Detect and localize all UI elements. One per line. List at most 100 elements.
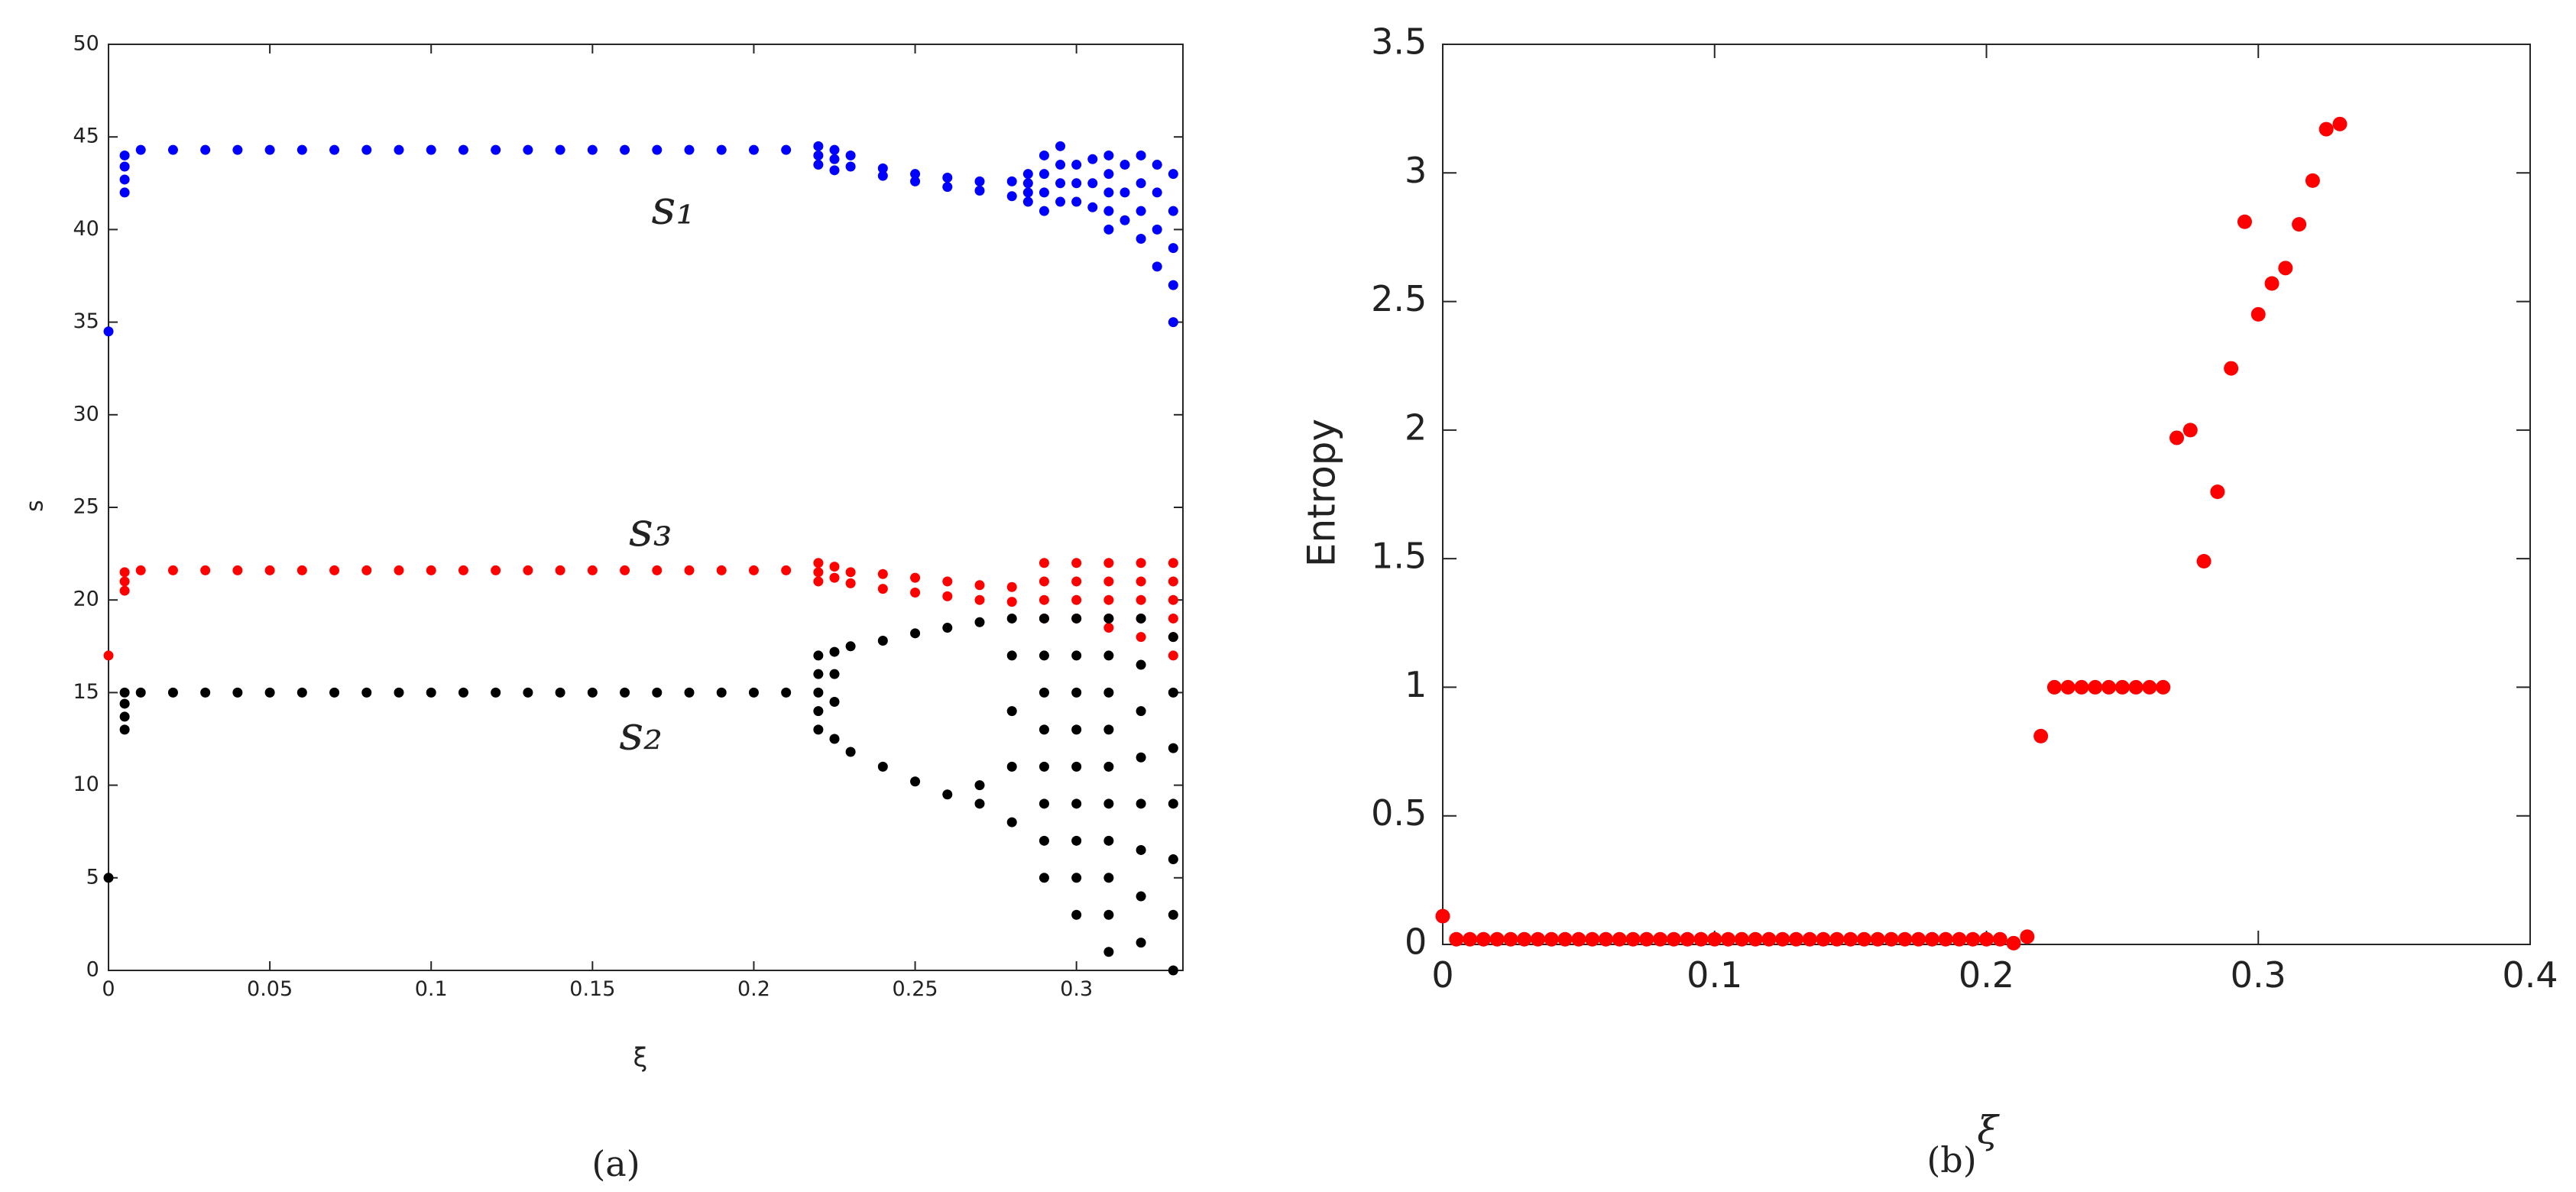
- point: [1071, 724, 1082, 735]
- point: [877, 584, 888, 594]
- point: [119, 585, 130, 596]
- y-tick-label: 30: [73, 402, 99, 426]
- point: [1006, 706, 1017, 717]
- point: [620, 687, 630, 698]
- point: [1136, 891, 1146, 902]
- point: [1168, 965, 1178, 976]
- point: [829, 154, 840, 164]
- point: [1103, 576, 1114, 587]
- point: [1103, 873, 1114, 883]
- point: [1039, 594, 1049, 605]
- point: [103, 650, 114, 661]
- point: [1039, 724, 1049, 735]
- point: [974, 594, 985, 605]
- point: [1168, 280, 1178, 290]
- point: [1870, 931, 1885, 947]
- point: [458, 144, 468, 155]
- point: [2088, 679, 2103, 695]
- point: [1979, 931, 1994, 947]
- point: [1168, 169, 1178, 180]
- point: [119, 576, 130, 587]
- point: [1136, 752, 1146, 763]
- point: [1152, 261, 1162, 272]
- point: [200, 565, 211, 575]
- point: [329, 565, 340, 575]
- y-tick-label: 40: [73, 217, 99, 241]
- point: [813, 724, 824, 735]
- point: [1103, 835, 1114, 846]
- point: [103, 326, 114, 337]
- point: [829, 734, 840, 744]
- point: [829, 646, 840, 657]
- point: [587, 565, 598, 575]
- point: [942, 623, 953, 633]
- point: [910, 572, 921, 583]
- point: [845, 578, 856, 588]
- point: [1071, 650, 1082, 661]
- point: [200, 144, 211, 155]
- point: [1103, 558, 1114, 568]
- point: [1788, 931, 1803, 947]
- point: [1449, 931, 1464, 947]
- point: [1103, 206, 1114, 216]
- point: [877, 761, 888, 772]
- point: [1039, 576, 1049, 587]
- point: [1802, 931, 1817, 947]
- point: [2264, 276, 2280, 291]
- x-tick-label: 0.1: [1687, 954, 1742, 996]
- x-tick-label: 0.1: [415, 977, 448, 1001]
- point: [829, 144, 840, 155]
- y-tick-label: 10: [73, 773, 99, 796]
- point: [1039, 761, 1049, 772]
- point: [361, 144, 372, 155]
- point: [829, 697, 840, 708]
- y-axis-label: s: [22, 500, 49, 512]
- point: [1136, 938, 1146, 948]
- point: [1829, 931, 1845, 947]
- point: [781, 565, 792, 575]
- point: [1136, 798, 1146, 809]
- point: [974, 617, 985, 627]
- point: [1120, 187, 1130, 198]
- point: [684, 687, 695, 698]
- point: [361, 687, 372, 698]
- point: [394, 144, 404, 155]
- point: [103, 873, 114, 883]
- x-tick-label: 0: [102, 977, 115, 1001]
- point: [2237, 214, 2252, 229]
- point: [119, 711, 130, 722]
- point: [748, 687, 759, 698]
- x-tick-label: 0.05: [247, 977, 293, 1001]
- point: [1071, 798, 1082, 809]
- point: [813, 706, 824, 717]
- x-tick-label: 0.15: [569, 977, 615, 1001]
- point: [1992, 931, 2007, 947]
- point: [119, 698, 130, 709]
- point: [942, 182, 953, 193]
- point: [748, 144, 759, 155]
- point: [1022, 187, 1033, 198]
- point: [1707, 931, 1722, 947]
- point: [1006, 191, 1017, 202]
- point: [910, 588, 921, 598]
- point: [1748, 931, 1763, 947]
- point: [361, 565, 372, 575]
- point: [119, 687, 130, 698]
- series-annotation: s₃: [629, 501, 672, 557]
- y-tick-label: 45: [73, 125, 99, 148]
- point: [1071, 178, 1082, 189]
- point: [1120, 215, 1130, 225]
- point: [1136, 206, 1146, 216]
- point: [119, 161, 130, 172]
- x-tick-label: 0.2: [737, 977, 770, 1001]
- x-tick-label: 0.3: [1060, 977, 1093, 1001]
- point: [1022, 196, 1033, 207]
- point: [1071, 873, 1082, 883]
- point: [232, 565, 243, 575]
- point: [264, 144, 275, 155]
- point: [1136, 558, 1146, 568]
- point: [135, 565, 146, 575]
- point: [2278, 261, 2293, 276]
- point: [1039, 687, 1049, 698]
- point: [296, 565, 307, 575]
